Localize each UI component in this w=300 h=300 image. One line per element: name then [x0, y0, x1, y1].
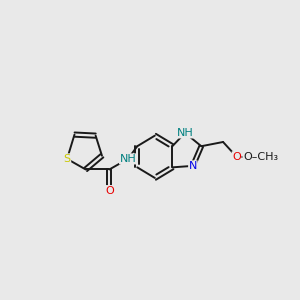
Text: O–CH₃: O–CH₃	[243, 152, 278, 162]
Text: NH: NH	[120, 154, 136, 164]
Text: O: O	[105, 186, 114, 196]
Text: N: N	[189, 161, 197, 171]
Text: O: O	[232, 152, 241, 162]
Text: S: S	[64, 154, 71, 164]
Text: NH: NH	[177, 128, 194, 138]
